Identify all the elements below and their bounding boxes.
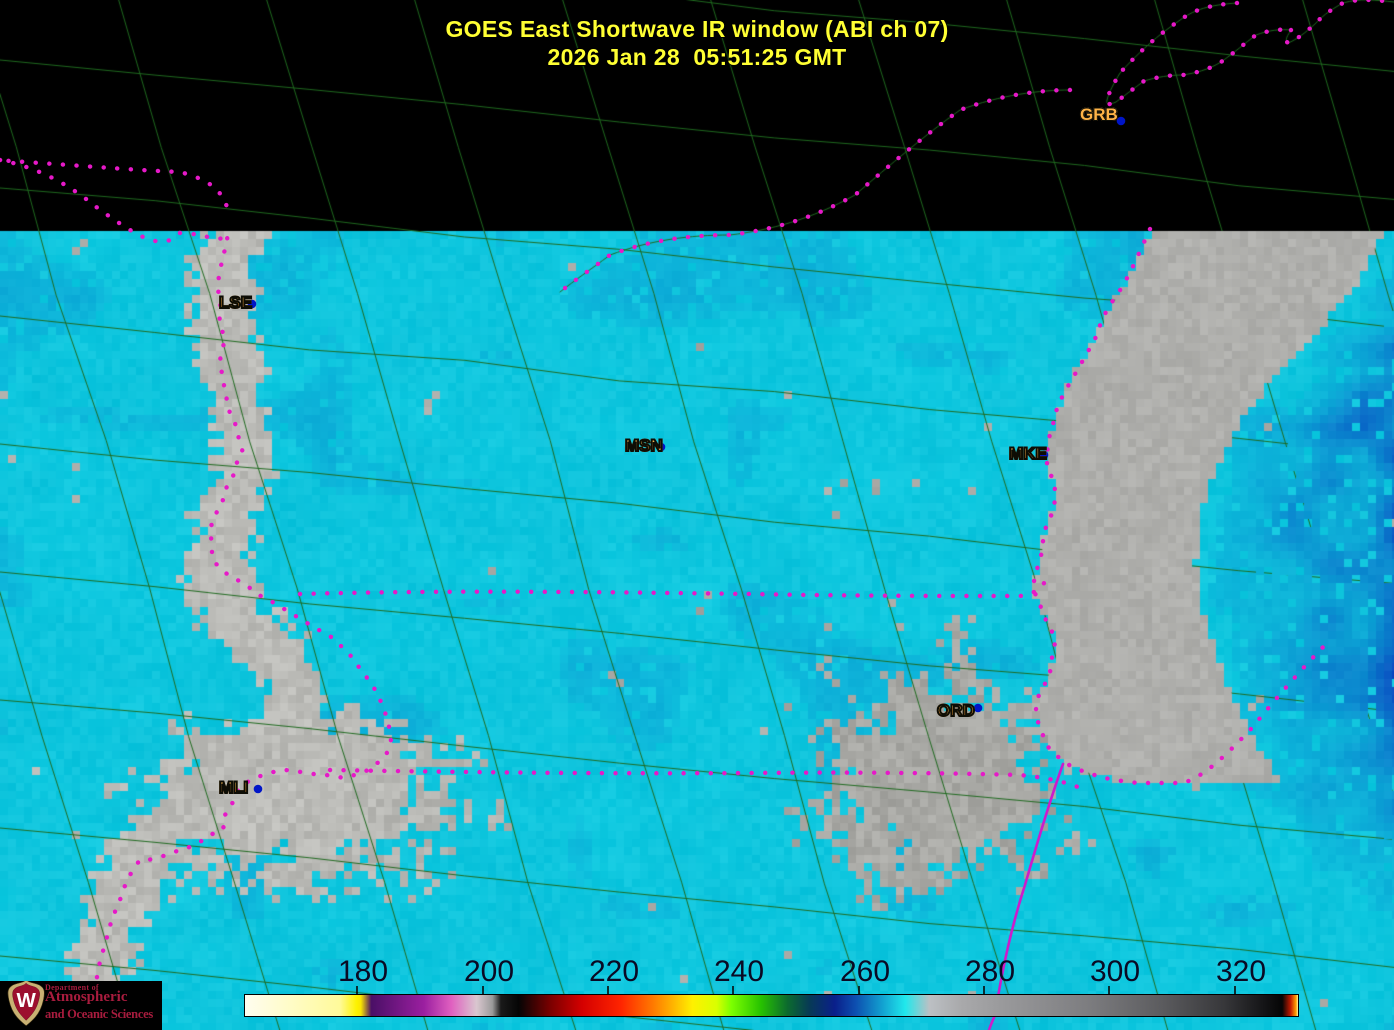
svg-text:W: W [16, 989, 36, 1012]
